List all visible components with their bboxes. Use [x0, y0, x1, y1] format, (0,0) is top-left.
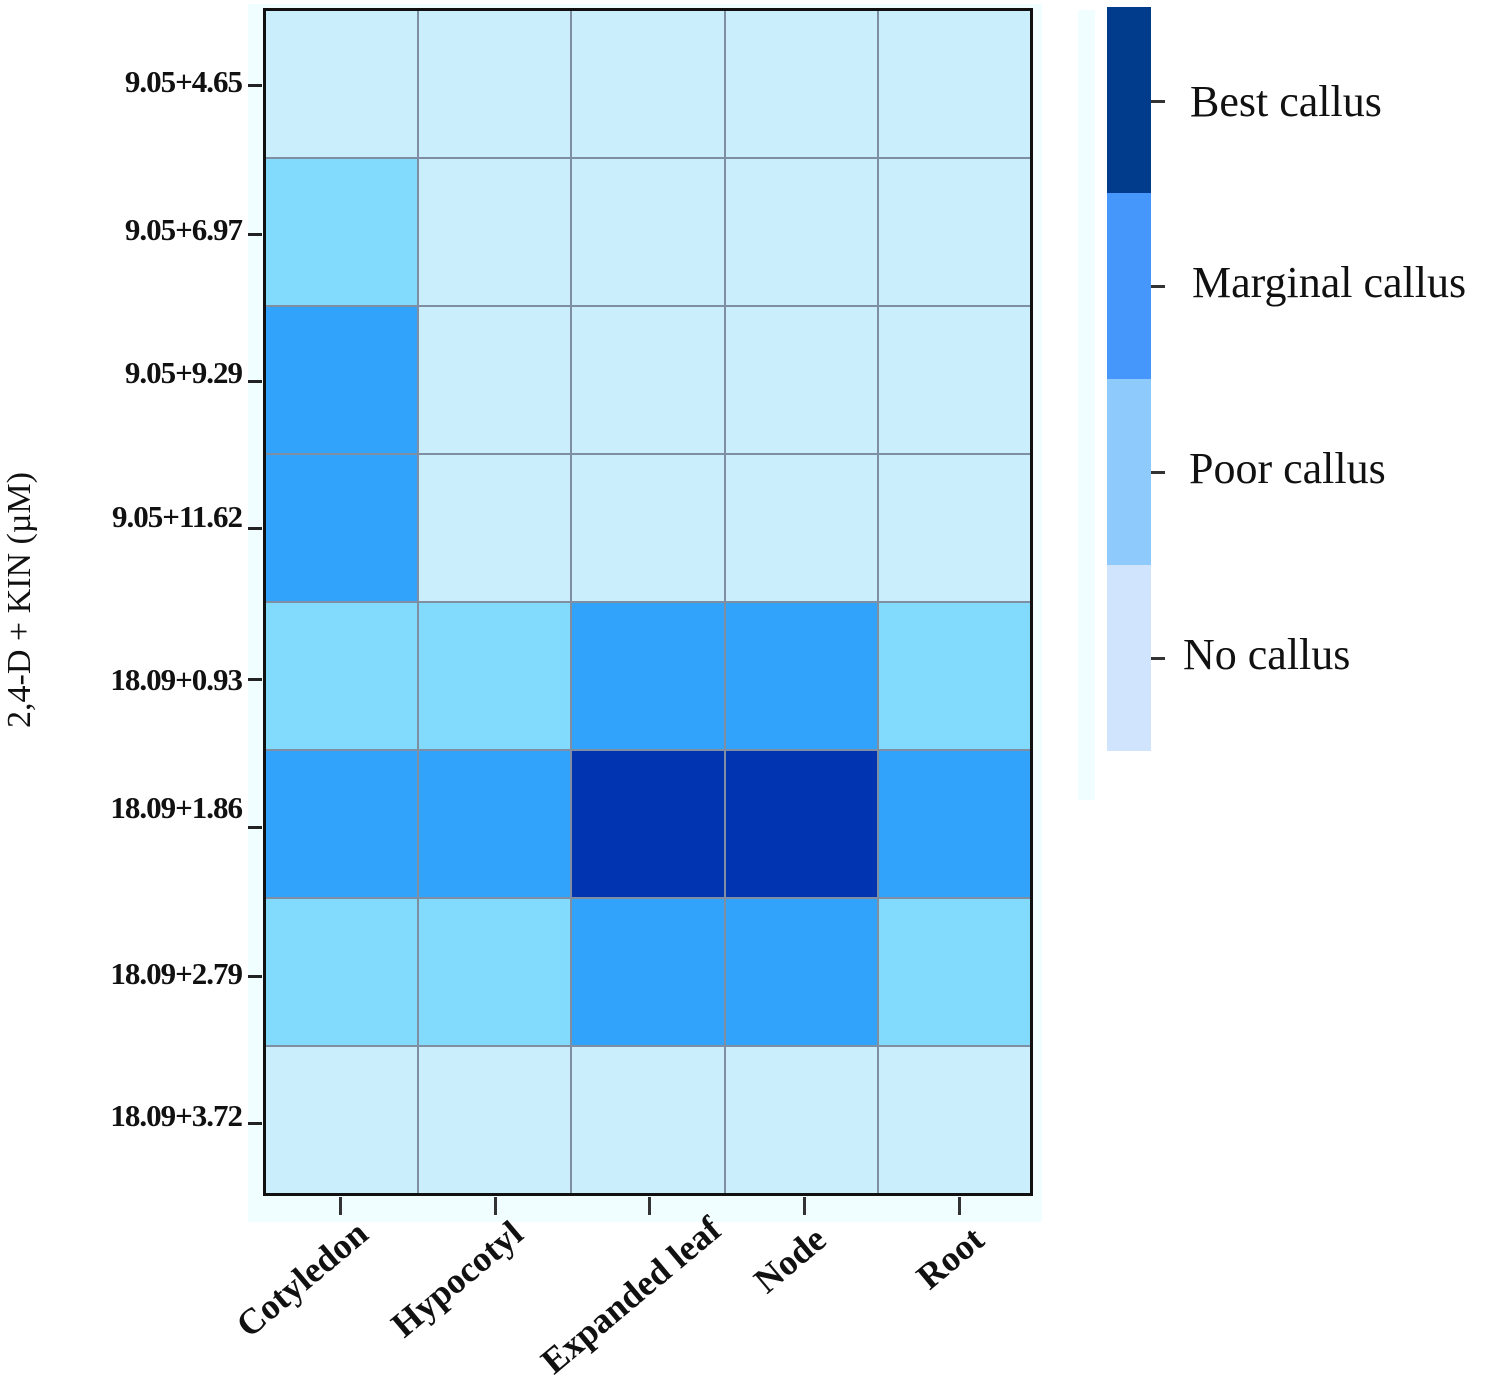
y-axis-label: 2,4-D + KIN (µM) [1, 472, 38, 728]
y-tick [248, 826, 262, 829]
x-tick [958, 1197, 961, 1215]
heatmap-cell [725, 11, 877, 157]
heatmap-cell [419, 159, 571, 305]
y-tick-label: 9.05+4.65 [124, 64, 243, 100]
x-tick-label: Node [746, 1218, 834, 1301]
heatmap-cell [419, 899, 571, 1045]
x-tick [803, 1197, 806, 1215]
heatmap-cell [572, 307, 724, 453]
heatmap-cell [725, 455, 877, 601]
colorbar-background-strip [1078, 10, 1095, 800]
heatmap-cell [266, 899, 418, 1045]
y-tick [248, 233, 262, 236]
heatmap-cell [266, 455, 418, 601]
legend-label-poor-callus: Poor callus [1189, 443, 1386, 493]
colorbar-tick [1151, 285, 1165, 288]
heatmap-cell [725, 603, 877, 749]
y-tick-label: 18.09+3.72 [110, 1098, 243, 1134]
heatmap-cell [266, 603, 418, 749]
heatmap-cell [419, 307, 571, 453]
heatmap-cell [878, 11, 1030, 157]
x-tick-label: Hypocotyl [383, 1212, 531, 1345]
heatmap-cell [572, 1047, 724, 1193]
heatmap-cell [419, 603, 571, 749]
colorbar-tick [1151, 100, 1165, 103]
y-tick [248, 1122, 262, 1125]
y-tick [248, 975, 262, 978]
colorbar-tick [1151, 657, 1165, 660]
heatmap-cell [419, 455, 571, 601]
y-tick [248, 678, 262, 681]
y-tick-label: 9.05+9.29 [124, 355, 243, 391]
heatmap-cell [419, 11, 571, 157]
colorbar-segment [1107, 7, 1151, 193]
heatmap-cell [419, 1047, 571, 1193]
heatmap-cell [572, 751, 724, 897]
heatmap-cell [878, 603, 1030, 749]
y-tick [248, 84, 262, 87]
heatmap-grid [266, 11, 1030, 1193]
heatmap-cell [725, 159, 877, 305]
heatmap-frame [263, 8, 1033, 1196]
heatmap-cell [878, 899, 1030, 1045]
heatmap-cell [572, 603, 724, 749]
heatmap-cell [725, 307, 877, 453]
heatmap-cell [878, 307, 1030, 453]
y-tick-label: 9.05+11.62 [112, 499, 243, 535]
heatmap-cell [266, 307, 418, 453]
y-tick-label: 18.09+2.79 [110, 956, 243, 992]
colorbar-segment [1107, 193, 1151, 379]
heatmap-cell [572, 899, 724, 1045]
heatmap-cell [572, 159, 724, 305]
legend-label-no-callus: No callus [1183, 629, 1351, 679]
x-tick [648, 1197, 651, 1215]
x-tick [494, 1197, 497, 1215]
x-tick-label: Cotyledon [228, 1212, 376, 1345]
heatmap-cell [266, 1047, 418, 1193]
heatmap-cell [878, 1047, 1030, 1193]
heatmap-cell [572, 11, 724, 157]
colorbar-segment [1107, 565, 1151, 751]
y-tick-label: 18.09+0.93 [110, 662, 243, 698]
colorbar-tick [1151, 471, 1165, 474]
colorbar [1107, 7, 1151, 751]
heatmap-cell [878, 751, 1030, 897]
heatmap-cell [266, 751, 418, 897]
heatmap-cell [725, 899, 877, 1045]
heatmap-cell [725, 751, 877, 897]
legend-label-marginal-callus: Marginal callus [1192, 257, 1467, 307]
y-tick-label: 9.05+6.97 [124, 212, 243, 248]
x-tick [339, 1197, 342, 1215]
heatmap-cell [878, 455, 1030, 601]
y-tick [248, 380, 262, 383]
x-tick-label: Root [908, 1218, 992, 1297]
heatmap-cell [266, 11, 418, 157]
legend-label-best-callus: Best callus [1190, 76, 1382, 126]
y-tick [248, 527, 262, 530]
y-tick-label: 18.09+1.86 [110, 790, 243, 826]
colorbar-segment [1107, 379, 1151, 565]
heatmap-cell [572, 455, 724, 601]
heatmap-cell [725, 1047, 877, 1193]
heatmap-cell [266, 159, 418, 305]
heatmap-cell [878, 159, 1030, 305]
heatmap-cell [419, 751, 571, 897]
x-tick-label: Expanded leaf [533, 1208, 729, 1382]
